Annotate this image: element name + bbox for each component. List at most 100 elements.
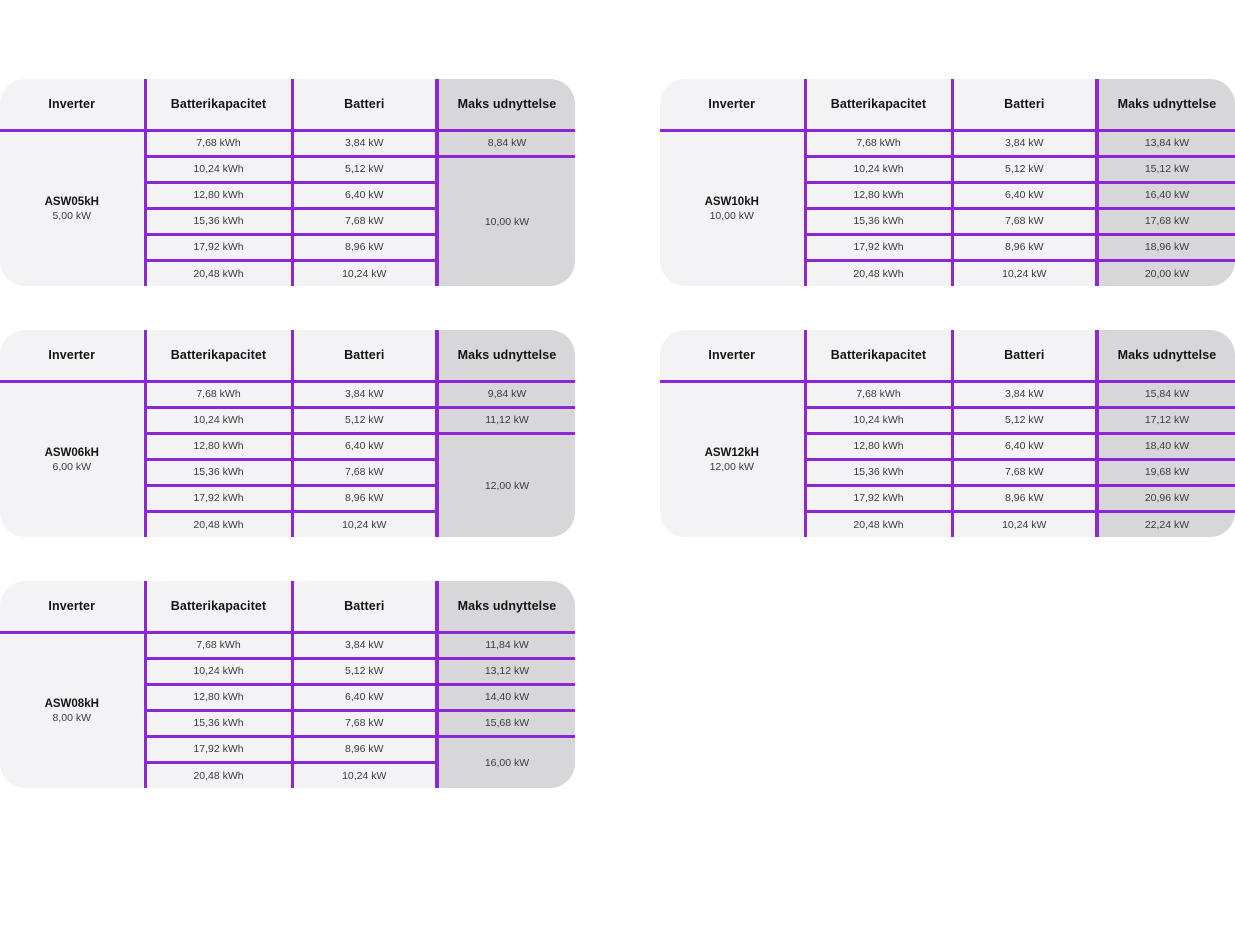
battery-capacity-cell: 10,24 kWh xyxy=(143,405,292,433)
column-header-batteri: Batteri xyxy=(950,79,1097,132)
table-header: Inverter Batterikapacitet Batteri Maks udny… xyxy=(660,330,1235,383)
inverter-rated-power: 12,00 kW xyxy=(709,460,754,473)
column-header-batterikapacitet: Batterikapacitet xyxy=(143,330,292,383)
inverter-tables-grid: Inverter Batterikapacitet Batteri Maks udny… xyxy=(0,79,1235,788)
battery-power-cell: 8,96 kW xyxy=(290,232,437,260)
table-row: 15,36 kWh 7,68 kW 19,68 kW xyxy=(660,457,1235,485)
battery-power-cell: 3,84 kW xyxy=(290,632,437,658)
table-row: 10,24 kWh 5,12 kW 15,12 kW xyxy=(660,154,1235,182)
battery-capacity-cell: 15,36 kWh xyxy=(803,206,952,234)
battery-power-cell: 10,24 kW xyxy=(950,509,1097,537)
inverter-spec-card-asw10kh: Inverter Batterikapacitet Batteri Maks udny… xyxy=(660,79,1235,286)
battery-capacity-cell: 20,48 kWh xyxy=(803,509,952,537)
table-row: 10,24 kWh 5,12 kW 10,00 kW xyxy=(0,154,575,286)
column-header-batteri: Batteri xyxy=(290,581,437,634)
inverter-spec-card-asw08kh: Inverter Batterikapacitet Batteri Maks udny… xyxy=(0,581,575,788)
battery-capacity-cell: 10,24 kWh xyxy=(143,154,292,182)
battery-capacity-cell: 7,68 kWh xyxy=(803,381,952,407)
battery-capacity-cell: 15,36 kWh xyxy=(143,708,292,736)
table-row: 17,92 kWh 8,96 kW 18,96 kW xyxy=(660,232,1235,260)
column-header-maks-udnyttelse: Maks udnyttelse xyxy=(1095,79,1235,132)
column-header-batterikapacitet: Batterikapacitet xyxy=(803,330,952,383)
table-row: 12,80 kWh 6,40 kW 12,00 kW xyxy=(0,431,575,537)
max-utilization-cell: 16,00 kW xyxy=(435,734,575,788)
battery-capacity-cell: 7,68 kWh xyxy=(143,632,292,658)
max-utilization-cell: 11,84 kW xyxy=(435,632,575,658)
battery-capacity-cell: 7,68 kWh xyxy=(803,130,952,156)
battery-capacity-cell: 17,92 kWh xyxy=(803,232,952,260)
table-row: 10,24 kWh 5,12 kW 13,12 kW xyxy=(0,656,575,684)
column-header-maks-udnyttelse: Maks udnyttelse xyxy=(1095,330,1235,383)
table-row: 17,92 kWh 8,96 kW xyxy=(0,232,575,260)
table-body: ASW10kH 10,00 kW 7,68 kWh 3,84 kW 13,84 kW 10… xyxy=(660,130,1235,286)
max-utilization-cell: 8,84 kW xyxy=(435,130,575,156)
battery-power-cell: 5,12 kW xyxy=(290,405,437,433)
table-row: 15,36 kWh 7,68 kW 17,68 kW xyxy=(660,206,1235,234)
inverter-spec-card-asw06kh: Inverter Batterikapacitet Batteri Maks udny… xyxy=(0,330,575,537)
inverter-model: ASW10kH xyxy=(704,195,759,208)
battery-capacity-cell: 20,48 kWh xyxy=(143,509,292,537)
battery-capacity-cell: 7,68 kWh xyxy=(143,381,292,407)
column-header-inverter: Inverter xyxy=(0,581,145,634)
battery-power-cell: 7,68 kW xyxy=(290,457,437,485)
table-row: ASW06kH 6,00 kW 7,68 kWh 3,84 kW 9,84 kW xyxy=(0,381,575,537)
max-utilization-cell: 20,96 kW xyxy=(1095,483,1235,511)
header-row: Inverter Batterikapacitet Batteri Maks udny… xyxy=(0,581,575,634)
battery-power-cell: 5,12 kW xyxy=(290,656,437,684)
table-row: ASW05kH 5,00 kW 7,68 kWh 3,84 kW 8,84 kW xyxy=(0,130,575,286)
column-header-batteri: Batteri xyxy=(290,79,437,132)
column-header-inverter: Inverter xyxy=(0,330,145,383)
battery-capacity-cell: 12,80 kWh xyxy=(803,180,952,208)
battery-power-cell: 3,84 kW xyxy=(950,381,1097,407)
battery-capacity-cell: 12,80 kWh xyxy=(143,682,292,710)
spec-table: Inverter Batterikapacitet Batteri Maks udny… xyxy=(660,330,1235,537)
battery-power-cell: 7,68 kW xyxy=(290,206,437,234)
battery-power-cell: 3,84 kW xyxy=(950,130,1097,156)
battery-capacity-cell: 12,80 kWh xyxy=(143,431,292,459)
inverter-model: ASW06kH xyxy=(44,446,99,459)
battery-capacity-cell: 10,24 kWh xyxy=(803,154,952,182)
column-header-inverter: Inverter xyxy=(0,79,145,132)
table-header: Inverter Batterikapacitet Batteri Maks udny… xyxy=(660,79,1235,132)
inverter-rated-power: 10,00 kW xyxy=(709,209,754,222)
max-utilization-cell: 17,68 kW xyxy=(1095,206,1235,234)
table-row: 20,48 kWh 10,24 kW xyxy=(0,760,575,788)
battery-power-cell: 6,40 kW xyxy=(290,431,437,459)
inverter-rated-power: 8,00 kW xyxy=(52,711,91,724)
table-row: ASW08kH 8,00 kW 7,68 kWh 3,84 kW 11,84 kW xyxy=(0,632,575,788)
battery-power-cell: 10,24 kW xyxy=(290,509,437,537)
max-utilization-cell: 14,40 kW xyxy=(435,682,575,710)
battery-power-cell: 7,68 kW xyxy=(950,206,1097,234)
column-header-batterikapacitet: Batterikapacitet xyxy=(143,79,292,132)
column-header-inverter: Inverter xyxy=(660,330,805,383)
inverter-cell: ASW10kH 10,00 kW xyxy=(660,130,805,286)
battery-power-cell: 6,40 kW xyxy=(290,180,437,208)
header-row: Inverter Batterikapacitet Batteri Maks udny… xyxy=(660,330,1235,383)
inverter-cell: ASW05kH 5,00 kW xyxy=(0,130,145,286)
column-header-maks-udnyttelse: Maks udnyttelse xyxy=(435,79,575,132)
inverter-model: ASW12kH xyxy=(704,446,759,459)
battery-capacity-cell: 17,92 kWh xyxy=(803,483,952,511)
table-body: ASW05kH 5,00 kW 7,68 kWh 3,84 kW 8,84 kW 10,2… xyxy=(0,130,575,286)
inverter-cell: ASW06kH 6,00 kW xyxy=(0,381,145,537)
battery-power-cell: 8,96 kW xyxy=(290,734,437,762)
max-utilization-cell: 18,96 kW xyxy=(1095,232,1235,260)
inverter-model: ASW05kH xyxy=(44,195,99,208)
column-header-batterikapacitet: Batterikapacitet xyxy=(803,79,952,132)
table-row: 20,48 kWh 10,24 kW 22,24 kW xyxy=(660,509,1235,537)
battery-power-cell: 6,40 kW xyxy=(950,431,1097,459)
table-row: ASW12kH 12,00 kW 7,68 kWh 3,84 kW 15,84 kW xyxy=(660,381,1235,537)
column-header-maks-udnyttelse: Maks udnyttelse xyxy=(435,330,575,383)
table-row: 20,48 kWh 10,24 kW xyxy=(0,509,575,537)
table-row: 17,92 kWh 8,96 kW xyxy=(0,483,575,511)
table-body: ASW12kH 12,00 kW 7,68 kWh 3,84 kW 15,84 kW 10… xyxy=(660,381,1235,537)
max-utilization-cell: 15,84 kW xyxy=(1095,381,1235,407)
table-row: 10,24 kWh 5,12 kW 17,12 kW xyxy=(660,405,1235,433)
inverter-cell: ASW12kH 12,00 kW xyxy=(660,381,805,537)
inverter-rated-power: 6,00 kW xyxy=(52,460,91,473)
max-utilization-cell: 11,12 kW xyxy=(435,405,575,433)
max-utilization-cell: 9,84 kW xyxy=(435,381,575,407)
spec-table: Inverter Batterikapacitet Batteri Maks udny… xyxy=(660,79,1235,286)
battery-capacity-cell: 10,24 kWh xyxy=(143,656,292,684)
table-row: 12,80 kWh 6,40 kW xyxy=(0,180,575,208)
